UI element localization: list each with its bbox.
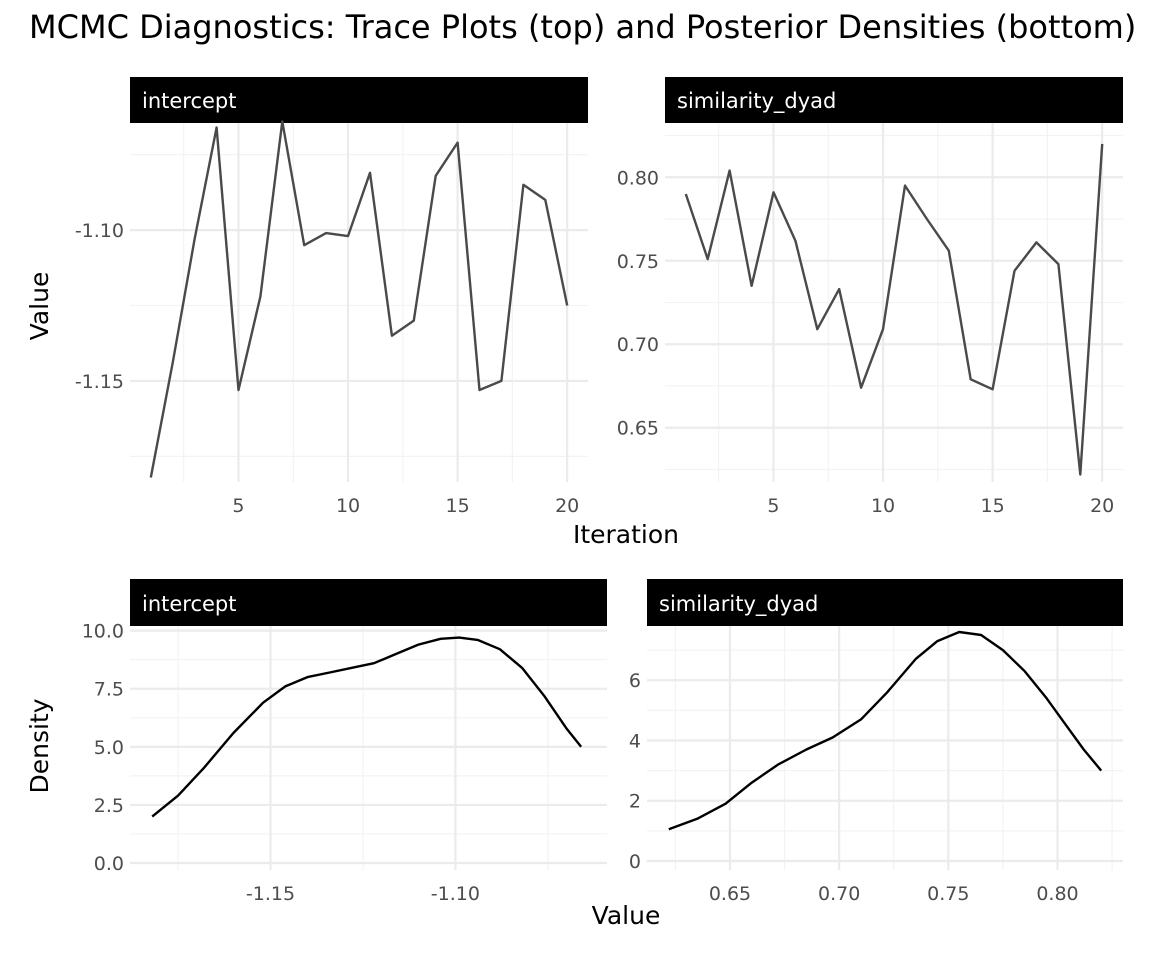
facet-label: intercept [142,89,237,113]
density-curve [151,636,583,818]
trace-panel-intercept: intercept 5 10 15 20 -1.15 -1.10 [75,77,588,517]
x-tick-label: 0.65 [709,883,751,905]
facet-strip [665,77,1123,123]
x-tick-label: 0.80 [1036,883,1078,905]
density-panel-intercept: intercept -1.15 -1.10 0.0 2.5 5.0 7.5 10.0 [82,579,607,905]
y-tick-label: -1.15 [75,371,124,393]
y-tick-label: 5.0 [94,737,124,759]
y-tick-label: 0 [629,851,641,873]
x-tick-label: 10 [871,495,895,517]
density-curve [668,630,1103,831]
trace-panel-similarity-dyad: similarity_dyad 5 10 15 20 0.65 0.70 0.75 0.80 [617,77,1123,517]
x-tick-label: 0.70 [818,883,860,905]
density-panel-similarity-dyad: similarity_dyad 0.65 0.70 0.75 0.80 0 2 4 6 [629,579,1123,905]
y-tick-label: 2 [629,791,641,813]
y-tick-label: 0.75 [617,251,659,273]
facet-label: similarity_dyad [677,89,836,114]
facet-strip [647,579,1123,626]
density-x-axis-title: Value [592,901,661,930]
x-tick-label: -1.15 [246,883,295,905]
facet-strip [130,579,607,626]
figure-title: MCMC Diagnostics: Trace Plots (top) and … [29,8,1137,46]
x-tick-label: 15 [981,495,1005,517]
y-tick-label: -1.10 [75,220,124,242]
y-tick-label: 0.80 [617,167,659,189]
x-tick-label: 10 [336,495,360,517]
trace-line [149,120,569,478]
y-tick-label: 6 [629,670,641,692]
x-tick-label: 0.75 [927,883,969,905]
trace-x-axis-title: Iteration [573,520,679,549]
x-tick-label: 15 [446,495,470,517]
facet-label: similarity_dyad [659,592,818,617]
y-tick-label: 10.0 [82,621,124,643]
x-tick-label: 20 [555,495,579,517]
y-tick-label: 2.5 [94,795,124,817]
y-tick-label: 0.70 [617,334,659,356]
trace-y-axis-title: Value [25,272,54,341]
y-tick-label: 0.65 [617,418,659,440]
density-y-axis-title: Density [25,698,54,793]
y-tick-label: 7.5 [94,679,124,701]
y-tick-label: 4 [629,730,641,752]
trace-line [684,143,1104,476]
y-tick-label: 0.0 [94,853,124,875]
x-tick-label: 5 [232,495,244,517]
x-tick-label: 5 [767,495,779,517]
x-tick-label: 20 [1090,495,1114,517]
facet-strip [130,77,588,123]
facet-label: intercept [142,592,237,616]
x-tick-label: -1.10 [431,883,480,905]
